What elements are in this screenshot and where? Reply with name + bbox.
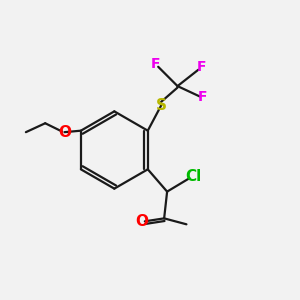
Text: Cl: Cl [185, 169, 201, 184]
Text: S: S [156, 98, 167, 113]
Text: F: F [151, 57, 160, 71]
Text: O: O [135, 214, 148, 230]
Text: F: F [196, 60, 206, 74]
Text: F: F [198, 90, 208, 104]
Text: O: O [58, 125, 71, 140]
